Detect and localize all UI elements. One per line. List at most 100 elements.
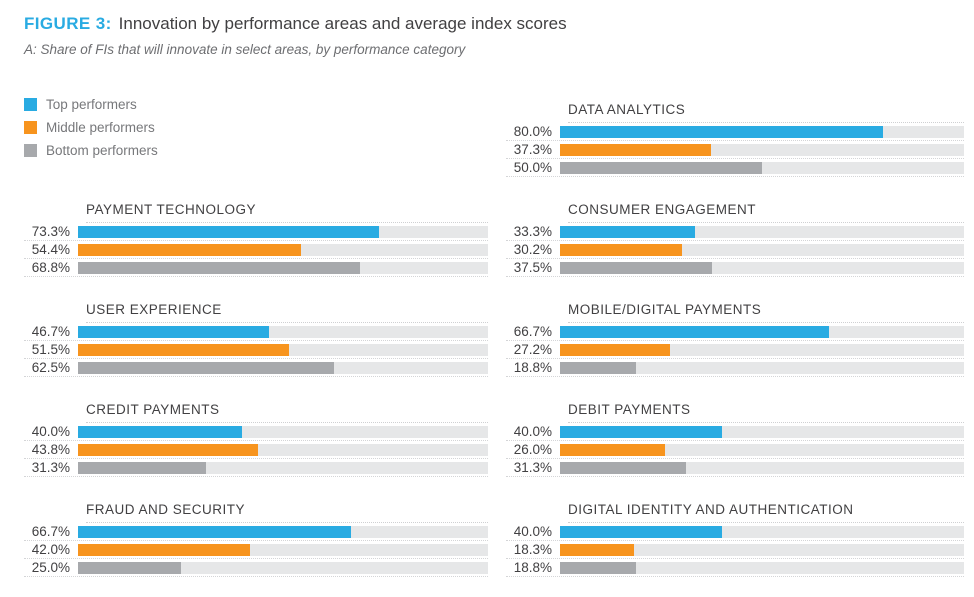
bar-row: 51.5%	[24, 341, 488, 359]
bar-value-label: 37.5%	[513, 260, 552, 275]
figure-number-label: FIGURE 3:	[24, 14, 112, 33]
bar-value-label: 25.0%	[31, 560, 70, 575]
bar-value-label: 66.7%	[31, 524, 70, 539]
bar-value-label: 46.7%	[31, 324, 70, 339]
bar-value-label: 26.0%	[513, 442, 552, 457]
bar-value-label: 43.8%	[31, 442, 70, 457]
chart-group-credit-payments: CREDIT PAYMENTS 40.0% 43.8% 31.3%	[24, 387, 488, 487]
figure-subtitle: A: Share of FIs that will innovate in se…	[24, 42, 466, 57]
bar-fill-top-performers	[78, 425, 242, 438]
legend-swatch	[24, 97, 37, 111]
chart-group-user-experience: USER EXPERIENCE 46.7% 51.5% 62.5%	[24, 287, 488, 387]
bar-value-label: 42.0%	[31, 542, 70, 557]
bar-value-label: 18.3%	[513, 542, 552, 557]
bar-track	[560, 361, 964, 374]
bar-value-label: 40.0%	[513, 524, 552, 539]
bar-value-label: 66.7%	[513, 324, 552, 339]
bar-track	[78, 425, 488, 438]
bar-row: 43.8%	[24, 441, 488, 459]
bar-fill-top-performers	[560, 225, 695, 238]
bar-fill-middle-performers	[78, 543, 251, 556]
bar-row: 33.3%	[506, 223, 964, 241]
group-title: PAYMENT TECHNOLOGY	[86, 202, 488, 223]
bar-track	[78, 543, 488, 556]
bar-fill-bottom-performers	[560, 361, 636, 374]
bar-fill-top-performers	[78, 225, 379, 238]
bar-track	[560, 125, 964, 138]
bar-fill-middle-performers	[78, 343, 290, 356]
bar-track	[78, 443, 488, 456]
bar-value-label: 31.3%	[513, 460, 552, 475]
bar-row: 31.3%	[24, 459, 488, 477]
bar-fill-middle-performers	[560, 243, 682, 256]
group-title: CREDIT PAYMENTS	[86, 402, 488, 423]
bar-track	[78, 361, 488, 374]
bar-fill-top-performers	[560, 125, 884, 138]
bar-fill-top-performers	[560, 525, 722, 538]
bar-fill-bottom-performers	[560, 161, 762, 174]
bar-track	[78, 461, 488, 474]
bar-track	[560, 561, 964, 574]
figure-title-text: Innovation by performance areas and aver…	[118, 14, 567, 33]
group-title: FRAUD AND SECURITY	[86, 502, 488, 523]
legend-item-top-performers: Top performers	[24, 96, 488, 112]
bar-fill-bottom-performers	[560, 461, 687, 474]
bar-row: 25.0%	[24, 559, 488, 577]
bar-track	[560, 525, 964, 538]
legend-swatch	[24, 120, 37, 134]
figure-title: FIGURE 3: Innovation by performance areas…	[24, 13, 974, 35]
legend-swatch	[24, 143, 37, 157]
bar-row: 40.0%	[506, 523, 964, 541]
bar-fill-bottom-performers	[560, 261, 712, 274]
bar-row: 46.7%	[24, 323, 488, 341]
chart-group-mobile-digital-payments: MOBILE/DIGITAL PAYMENTS 66.7% 27.2% 18.8%	[506, 287, 964, 387]
bar-row: 37.3%	[506, 141, 964, 159]
legend-item-label: Middle performers	[46, 119, 155, 135]
bar-track	[560, 443, 964, 456]
bar-value-label: 27.2%	[513, 342, 552, 357]
bar-row: 40.0%	[506, 423, 964, 441]
bar-track	[78, 325, 488, 338]
bar-row: 62.5%	[24, 359, 488, 377]
bar-track	[560, 425, 964, 438]
bar-track	[560, 143, 964, 156]
bar-value-label: 40.0%	[31, 424, 70, 439]
legend-item-label: Top performers	[46, 96, 137, 112]
legend-item-bottom-performers: Bottom performers	[24, 143, 488, 158]
chart-group-digital-identity-and-authentication: DIGITAL IDENTITY AND AUTHENTICATION 40.0%…	[506, 487, 964, 587]
bar-value-label: 33.3%	[513, 224, 552, 239]
group-title: DEBIT PAYMENTS	[568, 402, 964, 423]
legend: Top performers Middle performers Bottom pe…	[24, 87, 488, 187]
group-title: MOBILE/DIGITAL PAYMENTS	[568, 302, 964, 323]
bar-value-label: 18.8%	[513, 560, 552, 575]
legend-item-middle-performers: Middle performers	[24, 119, 488, 135]
bar-value-label: 51.5%	[31, 342, 70, 357]
bar-row: 40.0%	[24, 423, 488, 441]
bar-row: 18.3%	[506, 541, 964, 559]
bar-fill-middle-performers	[78, 243, 302, 256]
bar-row: 73.3%	[24, 223, 488, 241]
bar-track	[560, 243, 964, 256]
bar-fill-bottom-performers	[78, 461, 207, 474]
bar-row: 66.7%	[24, 523, 488, 541]
bar-fill-middle-performers	[78, 443, 258, 456]
bar-track	[560, 325, 964, 338]
bar-row: 30.2%	[506, 241, 964, 259]
bar-value-label: 68.8%	[31, 260, 70, 275]
bar-track	[560, 261, 964, 274]
bar-fill-top-performers	[560, 325, 830, 338]
bar-row: 27.2%	[506, 341, 964, 359]
bar-fill-bottom-performers	[560, 561, 636, 574]
bar-row: 42.0%	[24, 541, 488, 559]
chart-group-fraud-and-security: FRAUD AND SECURITY 66.7% 42.0% 25.0%	[24, 487, 488, 587]
bar-row: 50.0%	[506, 159, 964, 177]
bar-row: 18.8%	[506, 359, 964, 377]
bar-value-label: 73.3%	[31, 224, 70, 239]
bar-fill-top-performers	[560, 425, 722, 438]
bar-value-label: 30.2%	[513, 242, 552, 257]
bar-track	[78, 525, 488, 538]
bar-row: 31.3%	[506, 459, 964, 477]
group-title: USER EXPERIENCE	[86, 302, 488, 323]
bar-value-label: 80.0%	[513, 124, 552, 139]
